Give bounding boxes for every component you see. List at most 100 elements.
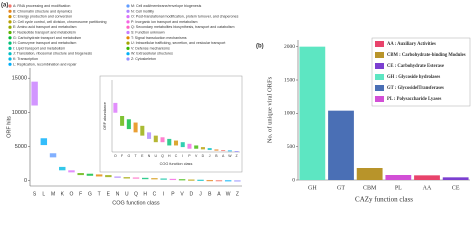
legend-swatch	[8, 41, 12, 45]
inset-x-tick-label: H	[168, 154, 171, 158]
y-tick-label: 0	[24, 178, 27, 184]
inset-x-tick-label: N	[148, 154, 151, 158]
inset-range-box	[153, 135, 158, 143]
x-tick-label: B	[208, 191, 212, 197]
range-box	[123, 177, 131, 179]
x-tick-label: L	[42, 191, 45, 197]
legend-swatch	[8, 15, 12, 19]
x-tick-label: J	[199, 191, 202, 197]
legend-label: T: Signal transduction mechanisms	[131, 36, 187, 40]
x-tick-label: GH	[308, 185, 317, 191]
legend-label: W: Extracellular structures	[131, 52, 173, 56]
x-axis-label: COG function class	[112, 200, 160, 206]
bar	[414, 175, 440, 180]
legend-swatch	[126, 30, 130, 35]
legend-label: GT : GlycosidelTransferases	[387, 86, 444, 91]
x-tick-label: O	[70, 191, 74, 197]
x-axis-label: CAZy function class	[355, 196, 413, 204]
legend-label: E: Amino acid transport and metabolism	[13, 25, 77, 29]
inset-x-tick-label: E	[141, 154, 144, 158]
range-box	[59, 166, 66, 171]
inset-x-tick-label: W	[228, 154, 232, 158]
x-tick-label: E	[107, 191, 111, 197]
legend-swatch	[375, 96, 384, 102]
x-tick-label: D	[189, 191, 193, 197]
inset-x-tick-label: U	[155, 154, 158, 158]
legend-swatch	[8, 9, 12, 13]
inset-x-tick-label: C	[175, 154, 178, 158]
range-box	[224, 180, 232, 182]
legend-swatch	[126, 15, 130, 19]
inset-y-label: ORF abundance	[103, 102, 107, 130]
range-box	[68, 170, 75, 173]
legend-label: P: Inorganic ion transport and metabolis…	[131, 20, 198, 24]
legend-swatch	[375, 63, 384, 69]
y-tick-label: 500	[287, 144, 296, 150]
legend-swatch	[126, 20, 130, 24]
legend-swatch	[375, 74, 384, 80]
legend-label: L: Replication, recombination and repair	[13, 62, 77, 66]
inset-x-label: COG function class	[160, 162, 193, 166]
inset-range-box	[187, 143, 192, 149]
legend-label: PL : Polysaccharide Lyases	[387, 97, 441, 102]
x-tick-label: U	[125, 191, 129, 197]
x-tick-label: M	[51, 191, 55, 197]
inset-x-tick-label: D	[202, 154, 205, 158]
inset-range-box	[147, 132, 152, 139]
range-box	[188, 179, 195, 181]
inset-range-box	[120, 116, 125, 126]
legend-label: B: Chromatin structure and dynamics	[13, 9, 72, 13]
legend-label: A: RNA processing and modification	[13, 4, 70, 8]
range-box	[151, 178, 158, 180]
range-box	[160, 178, 167, 180]
legend-swatch	[8, 62, 12, 66]
legend-swatch	[126, 36, 130, 40]
inset-x-tick-label: F	[121, 154, 123, 158]
inset-range-box	[113, 102, 118, 113]
x-tick-label: V	[180, 191, 184, 197]
y-tick-label: 15000	[12, 76, 27, 82]
x-tick-label: C	[153, 191, 157, 197]
legend-label: N: Cell motility	[131, 9, 154, 13]
legend-swatch	[8, 4, 12, 8]
legend-label: I: Lipid transport and metabolism	[13, 46, 65, 50]
inset-range-box	[234, 151, 239, 153]
inset-range-box	[194, 145, 199, 149]
range-box	[234, 180, 241, 182]
x-tick-label: I	[163, 191, 164, 197]
x-tick-label: W	[226, 191, 231, 197]
inset-x-tick-label: I	[182, 154, 183, 158]
x-tick-label: F	[79, 191, 82, 197]
range-box	[95, 174, 103, 177]
legend-label: C: Energy production and conversion	[13, 15, 72, 19]
x-tick-label: S	[33, 191, 37, 197]
inset-x-tick-label: O	[114, 154, 117, 158]
range-box	[77, 173, 84, 176]
inset-x-tick-label: Q	[161, 154, 164, 158]
legend-swatch	[126, 46, 130, 51]
inset-range-box	[221, 150, 226, 152]
figure: (a) A: RNA processing and modificationB: …	[1, 3, 471, 206]
x-tick-label: A	[217, 191, 221, 197]
legend-swatch	[8, 25, 12, 29]
legend-frame	[371, 37, 471, 107]
legend-swatch	[8, 20, 12, 24]
x-tick-label: Q	[134, 191, 138, 197]
x-tick-label: GT	[337, 185, 345, 191]
legend-swatch	[375, 41, 384, 47]
range-box	[141, 177, 149, 180]
legend-swatch	[8, 52, 12, 56]
legend-swatch	[375, 85, 384, 91]
legend-swatch	[8, 57, 12, 61]
range-box	[31, 81, 38, 106]
legend-swatch	[126, 25, 130, 29]
range-box	[169, 178, 177, 181]
inset-x-tick-label: V	[195, 154, 198, 158]
legend-swatch	[126, 4, 130, 8]
inset-range-box	[173, 140, 179, 146]
legend-label: G: Carbohydrate transport and metabolism	[13, 36, 81, 40]
legend-swatch	[126, 52, 130, 56]
y-tick-label: 10000	[12, 110, 27, 116]
range-box	[206, 179, 213, 182]
x-tick-label: G	[88, 191, 92, 197]
